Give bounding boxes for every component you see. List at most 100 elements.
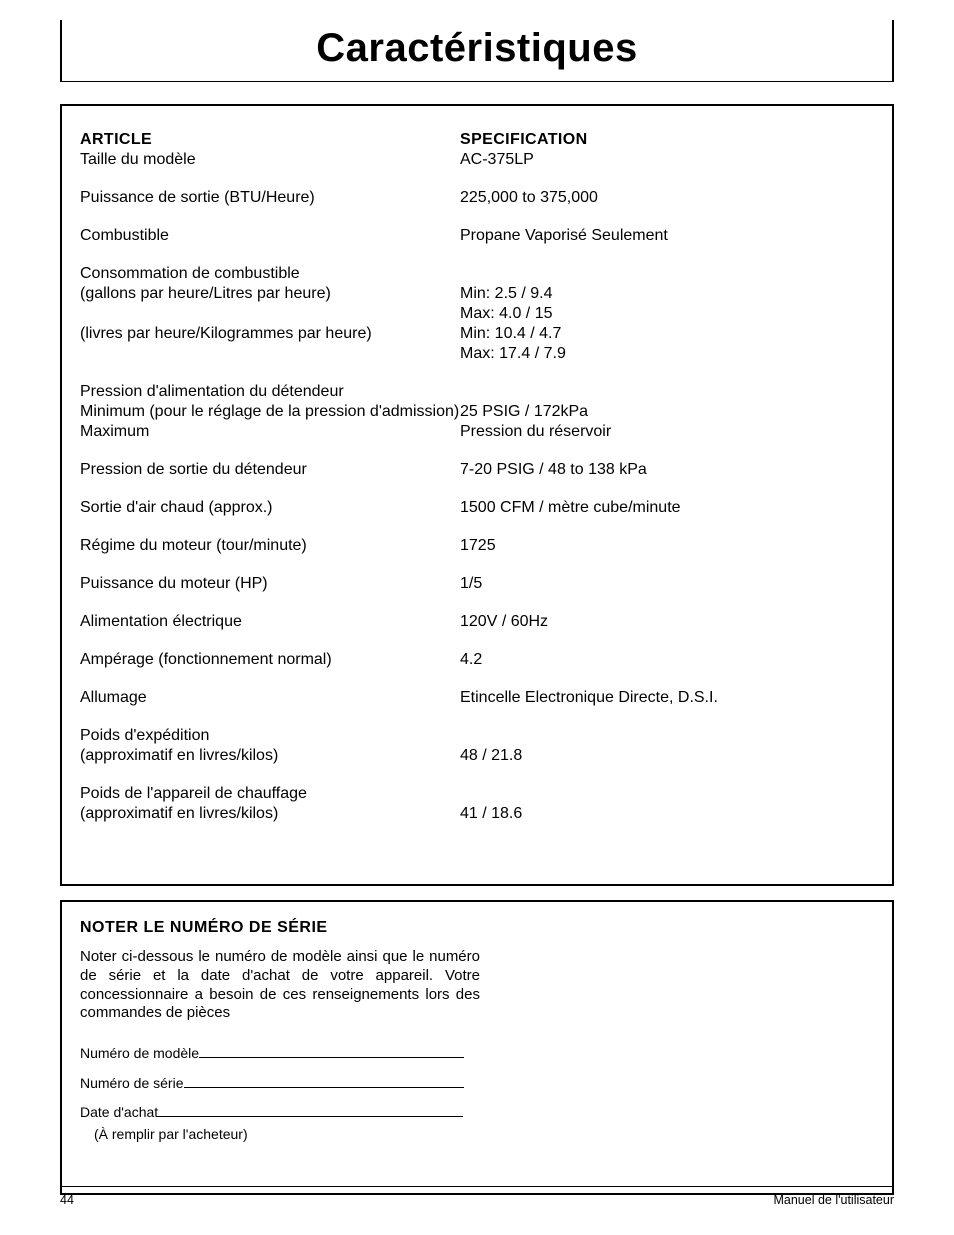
row-value-line: 7-20 PSIG / 48 to 138 kPa [460,460,874,480]
row-value: 48 / 21.8 [460,726,874,766]
row-label-line: Allumage [80,688,460,708]
row-gap [80,708,874,726]
title-frame: Caractéristiques [60,20,894,82]
row-gap [80,670,874,688]
row-label: Pression de sortie du détendeur [80,460,460,480]
row-value-line: 4.2 [460,650,874,670]
row-gap [80,766,874,784]
table-row: CombustiblePropane Vaporisé Seulement [80,226,874,246]
row-value-line: 1/5 [460,574,874,594]
row-label-line [80,304,460,324]
row-gap [80,480,874,498]
row-value-line: AC-375LP [460,150,874,170]
row-label-line: Pression de sortie du détendeur [80,460,460,480]
fill-line: Numéro de modèle [80,1045,874,1063]
row-value-line: 25 PSIG / 172kPa [460,402,874,422]
row-value-line [460,264,874,284]
row-value: AC-375LP [460,150,874,170]
row-label: Puissance du moteur (HP) [80,574,460,594]
table-row: Pression de sortie du détendeur7-20 PSIG… [80,460,874,480]
row-value: 1725 [460,536,874,556]
row-gap [80,556,874,574]
row-value-line: 41 / 18.6 [460,804,874,824]
row-value: 41 / 18.6 [460,784,874,824]
row-label-line: Régime du moteur (tour/minute) [80,536,460,556]
table-row: Poids de l'appareil de chauffage(approxi… [80,784,874,824]
row-label-line: Ampérage (fonctionnement normal) [80,650,460,670]
row-value: 225,000 to 375,000 [460,188,874,208]
table-row: Poids d'expédition(approximatif en livre… [80,726,874,766]
row-value: 25 PSIG / 172kPaPression du réservoir [460,382,874,442]
table-row: Taille du modèleAC-375LP [80,150,874,170]
row-value-line: Min: 2.5 / 9.4 [460,284,874,304]
row-value-line: Etincelle Electronique Directe, D.S.I. [460,688,874,708]
row-gap [80,364,874,382]
row-value: 1/5 [460,574,874,594]
row-value: Etincelle Electronique Directe, D.S.I. [460,688,874,708]
row-label: Poids d'expédition(approximatif en livre… [80,726,460,766]
page-number: 44 [60,1193,74,1207]
manual-label: Manuel de l'utilisateur [773,1193,894,1207]
row-gap [80,632,874,650]
table-row: Sortie d'air chaud (approx.)1500 CFM / m… [80,498,874,518]
row-label: Taille du modèle [80,150,460,170]
table-row: Régime du moteur (tour/minute)1725 [80,536,874,556]
row-label-line: (gallons par heure/Litres par heure) [80,284,460,304]
row-value-line: Min: 10.4 / 4.7 [460,324,874,344]
table-row: AllumageEtincelle Electronique Directe, … [80,688,874,708]
row-value-line [460,382,874,402]
row-label-line: Poids d'expédition [80,726,460,746]
row-value-line: Propane Vaporisé Seulement [460,226,874,246]
row-value-line: 1725 [460,536,874,556]
row-gap [80,170,874,188]
row-label: Pression d'alimentation du détendeurMini… [80,382,460,442]
row-label-line: Puissance de sortie (BTU/Heure) [80,188,460,208]
fill-underline [184,1075,464,1088]
row-value-line: 225,000 to 375,000 [460,188,874,208]
row-label: Allumage [80,688,460,708]
row-value-line [460,726,874,746]
row-label: Combustible [80,226,460,246]
table-row: Puissance de sortie (BTU/Heure)225,000 t… [80,188,874,208]
col2-header: SPECIFICATION [460,131,588,148]
row-label-line: (approximatif en livres/kilos) [80,804,460,824]
fill-line: Numéro de série [80,1075,874,1093]
fill-label: Numéro de série [80,1075,184,1091]
manual-page: Caractéristiques ARTICLE SPECIFICATION T… [0,0,954,1235]
row-label-line: Alimentation électrique [80,612,460,632]
table-header-row: ARTICLE SPECIFICATION [80,130,874,150]
row-value-line: Max: 17.4 / 7.9 [460,344,874,364]
row-label-line: Pression d'alimentation du détendeur [80,382,460,402]
row-value: 4.2 [460,650,874,670]
row-label-line: Taille du modèle [80,150,460,170]
row-label-line: Poids de l'appareil de chauffage [80,784,460,804]
row-label-line: (livres par heure/Kilogrammes par heure) [80,324,460,344]
table-row: Puissance du moteur (HP)1/5 [80,574,874,594]
row-value-line: 48 / 21.8 [460,746,874,766]
row-label-line: Maximum [80,422,460,442]
specifications-box: ARTICLE SPECIFICATION Taille du modèleAC… [60,104,894,886]
row-gap [80,208,874,226]
table-row: Alimentation électrique120V / 60Hz [80,612,874,632]
row-label-line: (approximatif en livres/kilos) [80,746,460,766]
row-gap [80,442,874,460]
fill-label: Numéro de modèle [80,1045,199,1061]
row-label-line: Minimum (pour le réglage de la pression … [80,402,460,422]
col1-header: ARTICLE [80,131,152,148]
row-label: Puissance de sortie (BTU/Heure) [80,188,460,208]
row-value-line: 120V / 60Hz [460,612,874,632]
fill-underline [199,1045,464,1058]
header-spec: SPECIFICATION [460,130,874,150]
row-gap [80,246,874,264]
row-value-line: Max: 4.0 / 15 [460,304,874,324]
note-sub: (À remplir par l'acheteur) [80,1126,874,1144]
row-value: 7-20 PSIG / 48 to 138 kPa [460,460,874,480]
table-row: Ampérage (fonctionnement normal)4.2 [80,650,874,670]
row-label: Sortie d'air chaud (approx.) [80,498,460,518]
row-value: 1500 CFM / mètre cube/minute [460,498,874,518]
row-value-line: Pression du réservoir [460,422,874,442]
row-value-line: 1500 CFM / mètre cube/minute [460,498,874,518]
page-footer: 44 Manuel de l'utilisateur [60,1186,894,1207]
spec-table: ARTICLE SPECIFICATION Taille du modèleAC… [80,130,874,824]
row-value: Propane Vaporisé Seulement [460,226,874,246]
